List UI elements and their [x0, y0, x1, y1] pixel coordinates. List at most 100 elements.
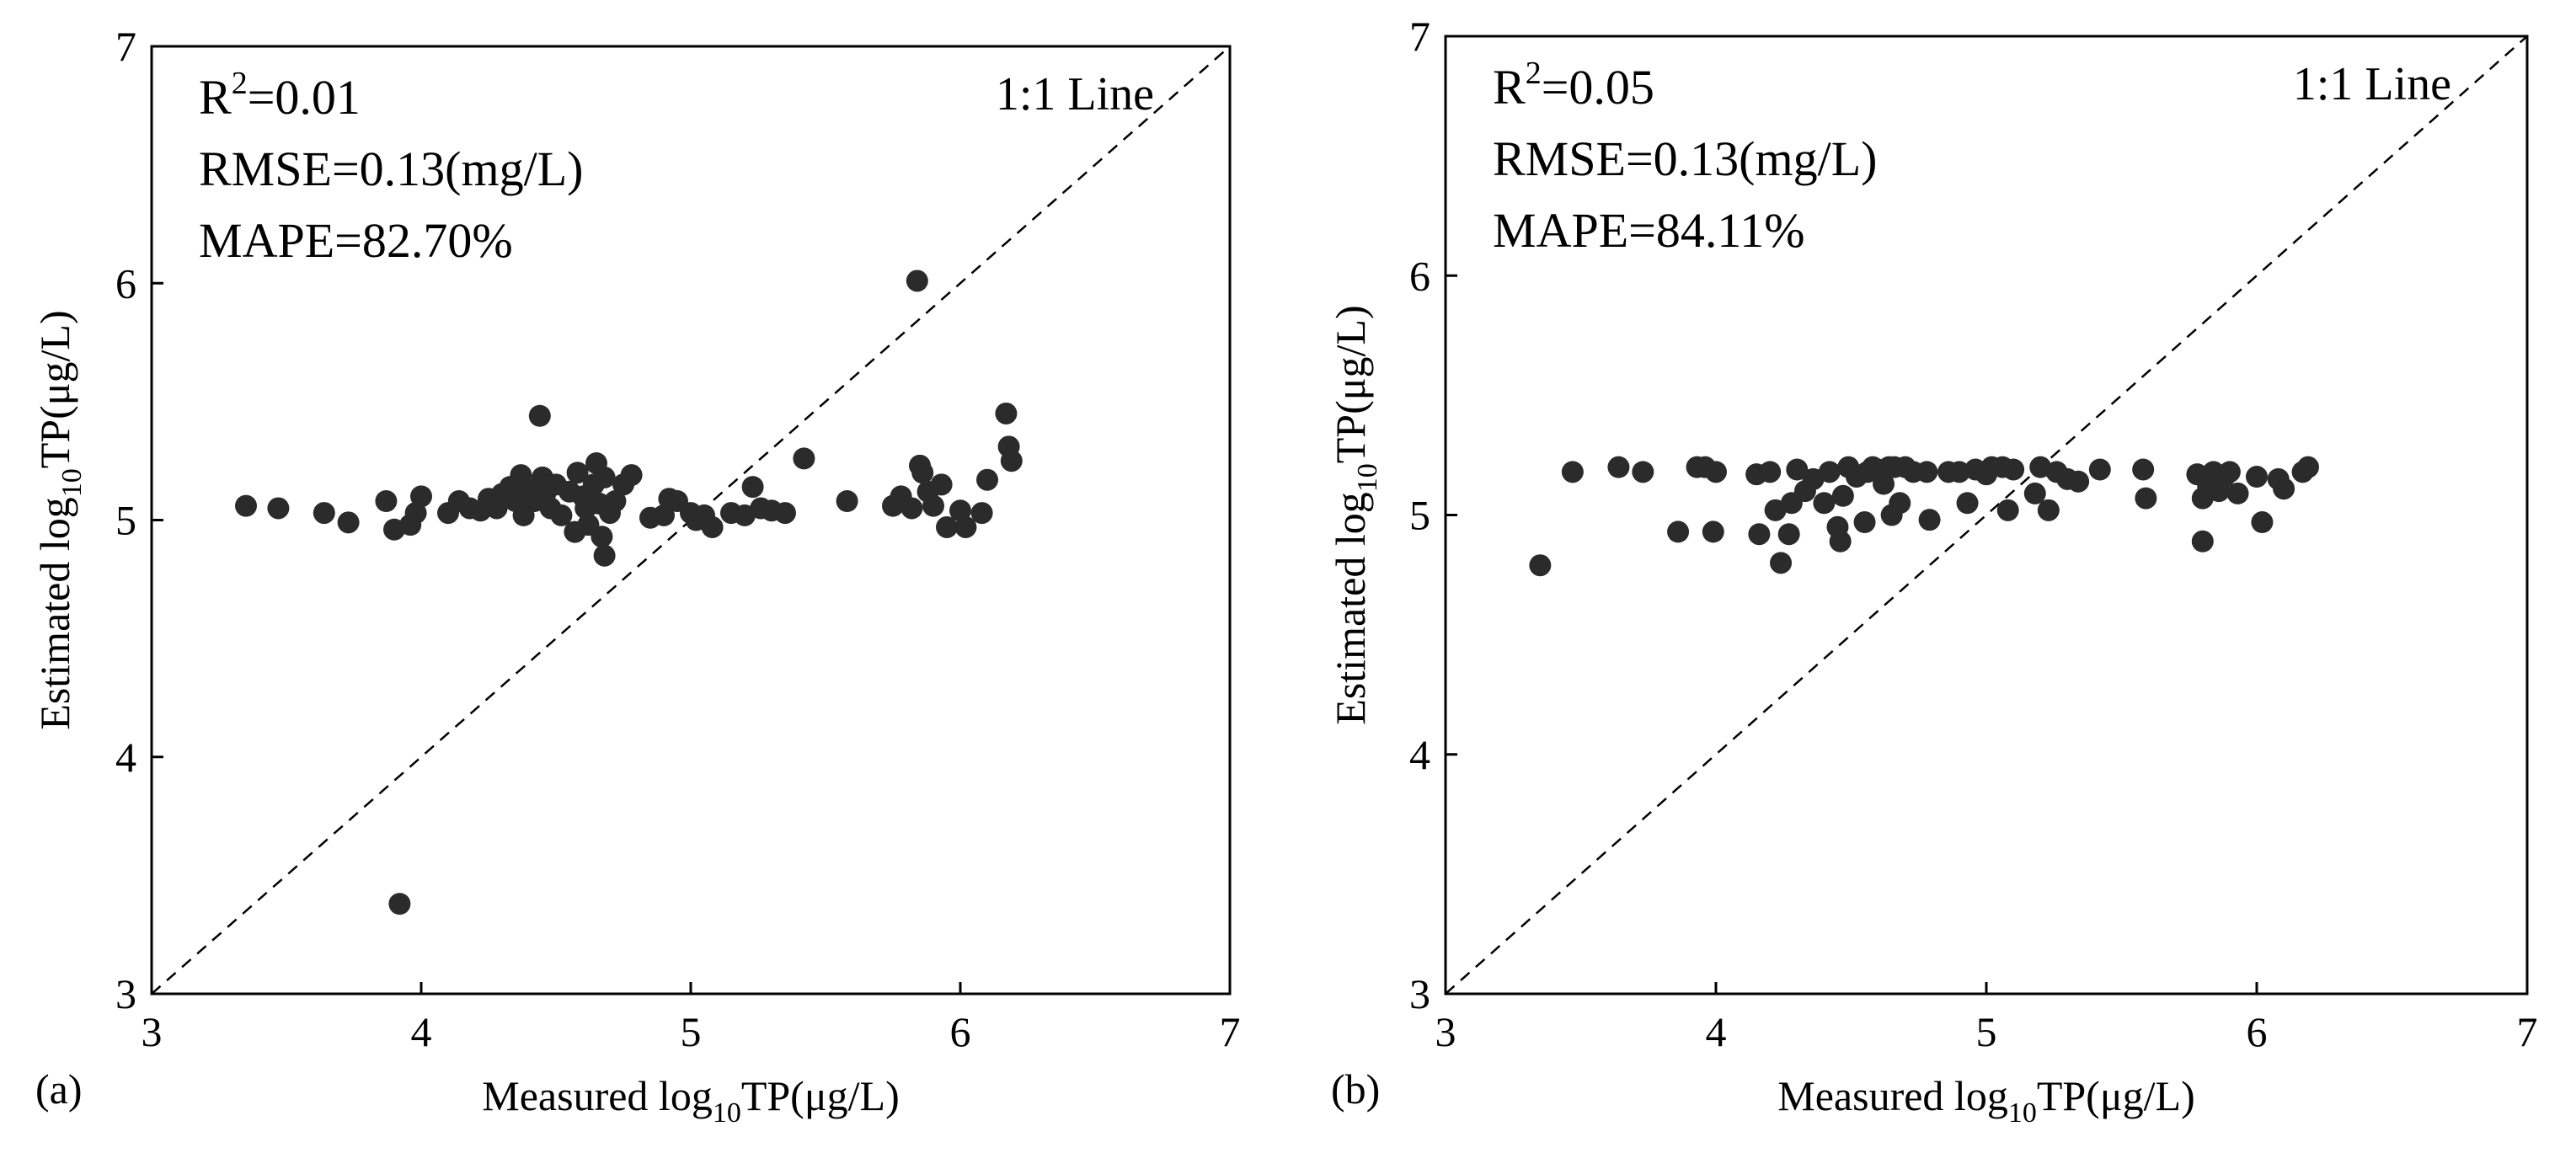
- data-point: [995, 402, 1018, 424]
- data-point: [930, 473, 953, 496]
- panel-label: (a): [35, 1065, 83, 1113]
- data-point: [620, 464, 643, 487]
- y-axis-label-suffix: TP(μg/L): [1327, 305, 1374, 463]
- data-point: [1705, 461, 1727, 483]
- data-point: [911, 462, 934, 484]
- panel-b: 3 4 5 6 7 3 4 5 6 7 R2=0.05 RMSE=0.13(mg/L) MAPE=84.…: [1327, 13, 2538, 1129]
- x-axis-label-prefix: Measured log: [1777, 1072, 2008, 1119]
- mape-label: MAPE=84.11%: [1493, 203, 1805, 258]
- data-point: [593, 544, 616, 567]
- data-point: [528, 404, 551, 427]
- data-point: [593, 466, 616, 488]
- x-tick-label: 6: [2247, 1008, 2268, 1055]
- data-point: [2191, 530, 2214, 552]
- r-squared-value: =0.01: [248, 70, 361, 125]
- y-axis-label: Estimated log10TP(μg/L): [31, 310, 88, 729]
- data-point: [1777, 523, 1800, 546]
- rmse-label: RMSE=0.13(mg/L): [1493, 131, 1877, 186]
- x-tick-label: 5: [1976, 1008, 1997, 1055]
- data-point: [901, 497, 923, 520]
- x-axis-label: Measured log10TP(μg/L): [482, 1072, 899, 1129]
- data-point: [267, 497, 290, 520]
- data-point: [954, 515, 977, 538]
- data-point: [313, 502, 335, 525]
- data-point: [604, 490, 627, 512]
- data-point: [1667, 520, 1690, 543]
- data-point: [1813, 492, 1836, 515]
- rmse-label: RMSE=0.13(mg/L): [199, 141, 583, 196]
- one-to-one-line-label: 1:1 Line: [2293, 58, 2451, 110]
- data-point: [1956, 492, 1979, 515]
- data-point: [1561, 461, 1584, 483]
- data-point: [793, 447, 815, 470]
- data-point: [836, 490, 858, 512]
- one-to-one-line: [1445, 35, 2528, 995]
- x-tick-label: 7: [1220, 1008, 1241, 1055]
- data-point: [1916, 461, 1938, 483]
- x-axis-label-prefix: Measured log: [482, 1072, 713, 1119]
- data-point: [1748, 523, 1771, 546]
- data-point: [2251, 511, 2274, 534]
- x-tick-label: 6: [950, 1008, 971, 1055]
- panel-label: (b): [1331, 1065, 1380, 1113]
- data-point: [2037, 499, 2060, 521]
- panel-a: 3 4 5 6 7 3 4 5 6 7 R2=0.01 RMSE=0.13(mg/L) MAPE=82.…: [31, 23, 1241, 1129]
- y-axis-label-suffix: TP(μg/L): [31, 310, 78, 468]
- r-squared-superscript: 2: [1526, 56, 1542, 91]
- data-point: [2273, 478, 2295, 500]
- data-point: [235, 494, 257, 517]
- y-tick-label: 3: [1409, 970, 1430, 1017]
- data-point: [1702, 520, 1724, 543]
- data-point: [653, 504, 675, 526]
- y-axis-label-prefix: Estimated log: [31, 497, 78, 729]
- r-squared-symbol: R: [199, 70, 232, 125]
- data-point: [1873, 472, 1895, 495]
- data-point: [1529, 554, 1552, 577]
- x-tick-label: 4: [1706, 1008, 1727, 1055]
- data-point: [388, 893, 411, 915]
- y-tick-label: 4: [115, 734, 136, 781]
- data-point: [2067, 470, 2090, 493]
- r-squared-label: R2=0.05: [1493, 56, 1654, 115]
- mape-label: MAPE=82.70%: [199, 213, 513, 268]
- r-squared-label: R2=0.01: [199, 66, 361, 125]
- y-tick-label: 4: [1409, 731, 1430, 778]
- y-tick-label: 3: [115, 970, 136, 1017]
- x-axis-label-subscript: 10: [2008, 1097, 2037, 1129]
- data-point: [1632, 461, 1654, 483]
- data-point: [1996, 499, 2019, 521]
- data-point: [1818, 461, 1841, 483]
- data-point: [2023, 482, 2046, 504]
- x-tick-label: 5: [681, 1008, 702, 1055]
- data-point: [2088, 458, 2111, 481]
- data-point: [970, 502, 993, 525]
- y-tick-label: 5: [1409, 492, 1430, 539]
- x-tick-label: 4: [411, 1008, 432, 1055]
- data-point: [1918, 509, 1941, 531]
- x-axis-label-suffix: TP(μg/L): [741, 1072, 900, 1119]
- y-tick-label: 7: [1409, 13, 1430, 60]
- data-point: [936, 515, 958, 538]
- data-point: [410, 485, 432, 508]
- data-point: [976, 468, 998, 491]
- data-point: [375, 490, 398, 512]
- y-axis-label: Estimated log10TP(μg/L): [1327, 305, 1383, 724]
- x-tick-label: 3: [1435, 1008, 1456, 1055]
- x-tick-label: 7: [2517, 1008, 2538, 1055]
- r-squared-superscript: 2: [232, 66, 248, 101]
- data-point: [591, 526, 613, 548]
- x-tick-label: 3: [142, 1008, 163, 1055]
- y-tick-label: 7: [115, 23, 136, 70]
- r-squared-value: =0.05: [1542, 60, 1654, 115]
- y-tick-label: 6: [115, 259, 136, 307]
- y-axis-label-subscript: 10: [56, 468, 88, 497]
- data-point: [2296, 456, 2319, 478]
- data-point: [1829, 530, 1852, 552]
- y-tick-label: 6: [1409, 252, 1430, 299]
- y-axis-label-prefix: Estimated log: [1327, 492, 1374, 724]
- x-axis-label-subscript: 10: [713, 1097, 741, 1129]
- data-point: [2226, 482, 2249, 504]
- data-point: [741, 476, 764, 499]
- data-point: [1831, 484, 1854, 507]
